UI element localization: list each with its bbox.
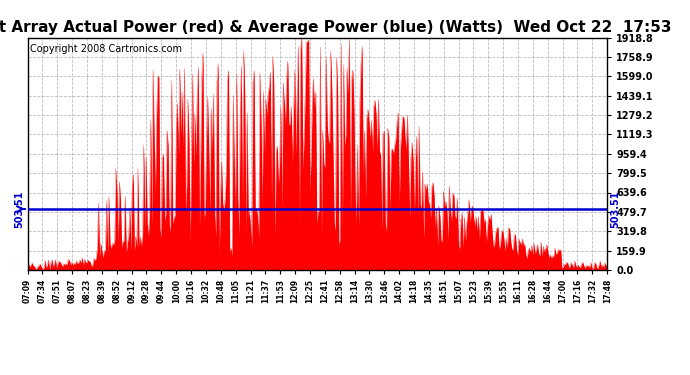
Text: Copyright 2008 Cartronics.com: Copyright 2008 Cartronics.com (30, 45, 182, 54)
Text: 503.51: 503.51 (14, 190, 25, 228)
Title: West Array Actual Power (red) & Average Power (blue) (Watts)  Wed Oct 22  17:53: West Array Actual Power (red) & Average … (0, 20, 671, 35)
Text: 503.51: 503.51 (610, 190, 620, 228)
